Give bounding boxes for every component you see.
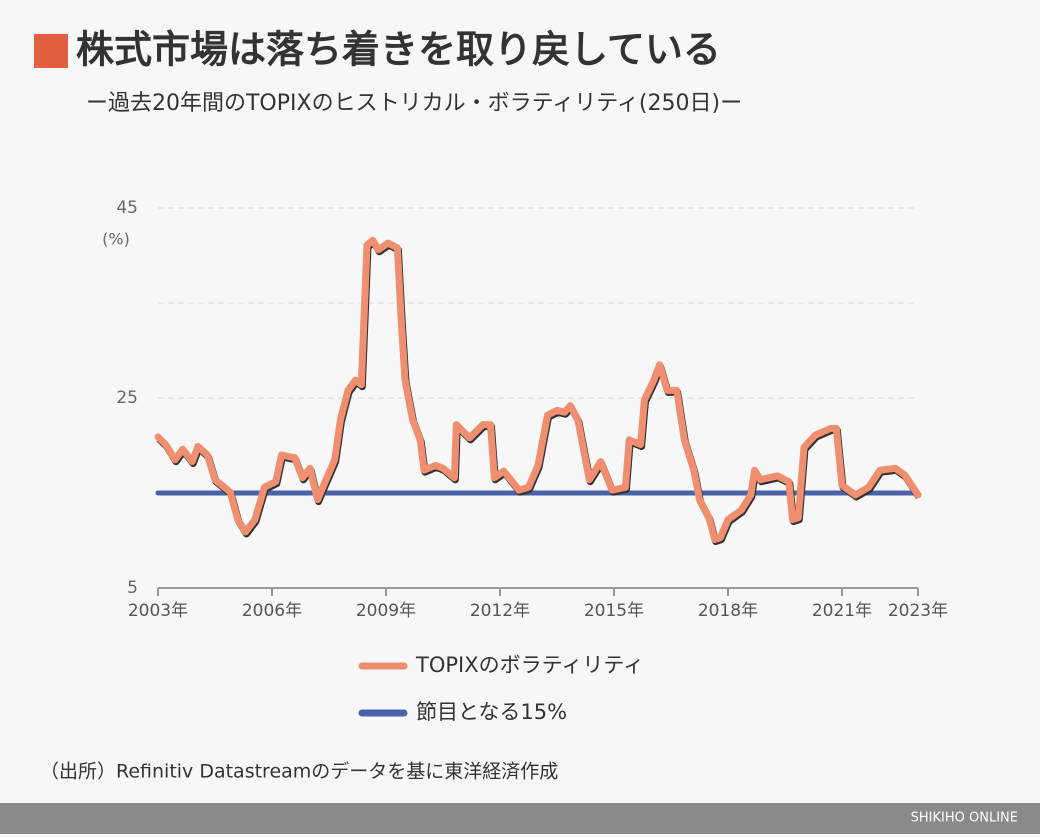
chart-subtitle: ー過去20年間のTOPIXのヒストリカル・ボラティリティ(250日)ー bbox=[86, 91, 742, 116]
title-marker bbox=[34, 34, 68, 68]
x-tick-label: 2009年 bbox=[356, 601, 416, 621]
x-tick-label: 2015年 bbox=[584, 601, 644, 621]
y-tick-label: 45 bbox=[116, 198, 138, 218]
x-tick-label: 2018年 bbox=[698, 601, 758, 621]
chart-title: 株式市場は落ち着きを取り戻している bbox=[76, 28, 721, 72]
footer-brand: SHIKIHO ONLINE bbox=[911, 811, 1018, 826]
line bbox=[154, 236, 922, 544]
x-tick-label: 2003年 bbox=[128, 601, 188, 621]
legend-label: 節目となる15% bbox=[416, 700, 567, 724]
legend-label: TOPIXのボラティリティ bbox=[415, 653, 644, 677]
footer-bar bbox=[0, 803, 1040, 834]
source-note: （出所）Refinitiv Datastreamのデータを基に東洋経済作成 bbox=[40, 761, 558, 783]
x-tick-label: 2012年 bbox=[470, 601, 530, 621]
y-tick-label: 5 bbox=[127, 578, 138, 598]
x-tick-label: 2023年 bbox=[888, 601, 948, 621]
y-tick-label: 25 bbox=[116, 388, 138, 408]
x-tick-label: 2021年 bbox=[812, 601, 872, 621]
x-tick-label: 2006年 bbox=[242, 601, 302, 621]
y-axis-label: (%) bbox=[102, 230, 130, 249]
